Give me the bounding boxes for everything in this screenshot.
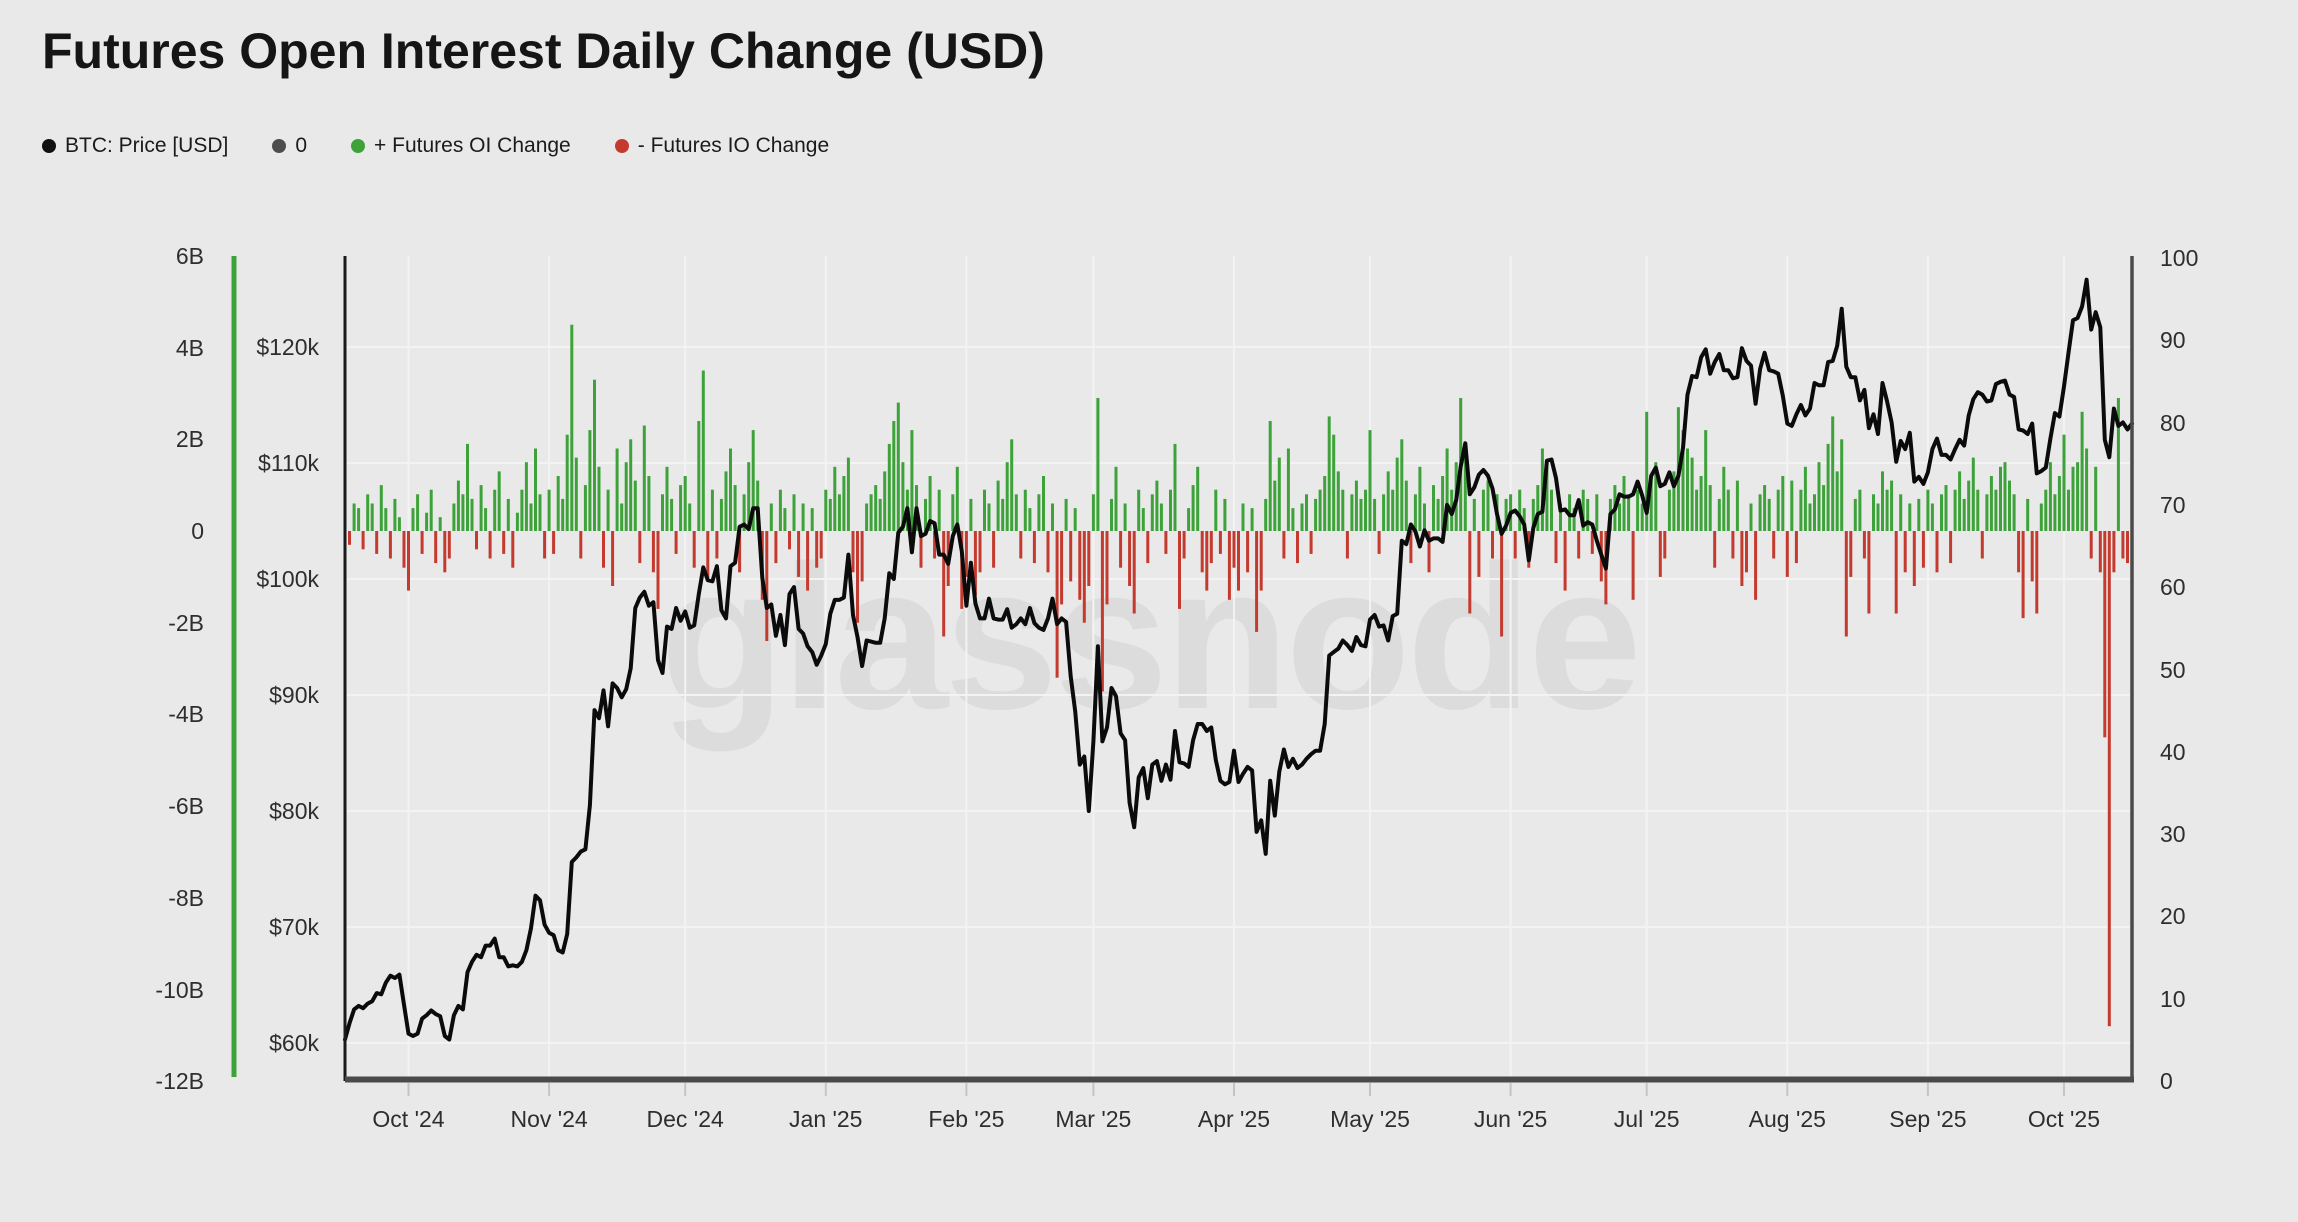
price-axis-tick-label: $120k	[256, 334, 319, 360]
price-axis-tick-label: $60k	[269, 1030, 319, 1056]
legend-dot-icon	[272, 139, 287, 153]
legend-label: - Futures IO Change	[637, 134, 830, 157]
price-axis-tick-label: $110k	[258, 450, 319, 476]
legend-dot-icon	[42, 139, 56, 153]
legend-item-btc-price[interactable]: BTC: Price [USD]	[42, 134, 228, 158]
oi-axis-tick-label: -10B	[155, 976, 204, 1003]
x-axis-month-label: Oct '24	[372, 1106, 445, 1132]
x-axis-month-label: Nov '24	[510, 1106, 588, 1132]
legend-label: + Futures OI Change	[374, 134, 571, 157]
x-axis-month-label: Oct '25	[2027, 1106, 2101, 1132]
legend-label: BTC: Price [USD]	[65, 134, 229, 157]
x-axis-month-label: Feb '25	[928, 1106, 1005, 1132]
legend: BTC: Price [USD] 0 + Futures OI Change -…	[42, 134, 829, 158]
price-axis-tick-label: $90k	[269, 682, 319, 708]
oi-axis-tick-label: -12B	[155, 1068, 204, 1095]
x-axis-month-label: Sep '25	[1889, 1106, 1967, 1132]
legend-label: 0	[295, 134, 308, 157]
right-axis-tick-label: 40	[2160, 738, 2186, 765]
right-axis-tick-label: 10	[2160, 985, 2186, 1012]
oi-axis-tick-label: -8B	[168, 884, 204, 911]
oi-axis-tick-label: 4B	[175, 334, 204, 361]
right-axis-tick-label: 90	[2160, 327, 2186, 354]
x-axis-month-label: Jan '25	[789, 1106, 863, 1132]
legend-dot-icon	[351, 139, 366, 153]
x-axis-month-label: Dec '24	[646, 1106, 724, 1132]
legend-item-positive-oi[interactable]: + Futures OI Change	[351, 134, 571, 158]
x-axis-month-label: May '25	[1330, 1106, 1410, 1132]
legend-dot-icon	[614, 139, 629, 153]
legend-item-zero[interactable]: 0	[272, 134, 307, 158]
x-axis-month-label: Jun '25	[1473, 1106, 1548, 1132]
right-axis-tick-label: 70	[2160, 491, 2186, 518]
price-axis-tick-label: $70k	[269, 914, 319, 940]
x-axis-month-label: Mar '25	[1055, 1106, 1132, 1132]
right-axis-tick-label: 20	[2160, 903, 2186, 930]
right-axis-tick-label: 50	[2160, 656, 2186, 683]
oi-axis-tick-label: 0	[191, 518, 204, 544]
x-axis-month-label: Apr '25	[1197, 1106, 1271, 1132]
right-axis-tick-label: 30	[2160, 821, 2186, 848]
oi-axis-tick-label: -6B	[168, 793, 204, 820]
right-axis-tick-label: 60	[2160, 574, 2186, 601]
right-axis-tick-label: 0	[2160, 1068, 2173, 1094]
price-axis-tick-label: $80k	[269, 798, 319, 824]
x-axis-month-label: Aug '25	[1748, 1106, 1826, 1132]
right-axis-tick-label: 100	[2160, 245, 2199, 271]
x-axis-month-label: Jul '25	[1613, 1106, 1680, 1132]
legend-item-negative-oi[interactable]: - Futures IO Change	[614, 134, 830, 158]
right-axis-tick-label: 80	[2160, 409, 2186, 436]
oi-axis-tick-label: 6B	[175, 242, 204, 269]
price-axis-tick-label: $100k	[256, 566, 319, 592]
oi-axis-tick-label: 2B	[175, 426, 204, 453]
oi-axis-tick-label: -4B	[168, 701, 204, 728]
page-title: Futures Open Interest Daily Change (USD)	[42, 23, 1045, 79]
oi-axis-tick-label: -2B	[168, 609, 204, 636]
